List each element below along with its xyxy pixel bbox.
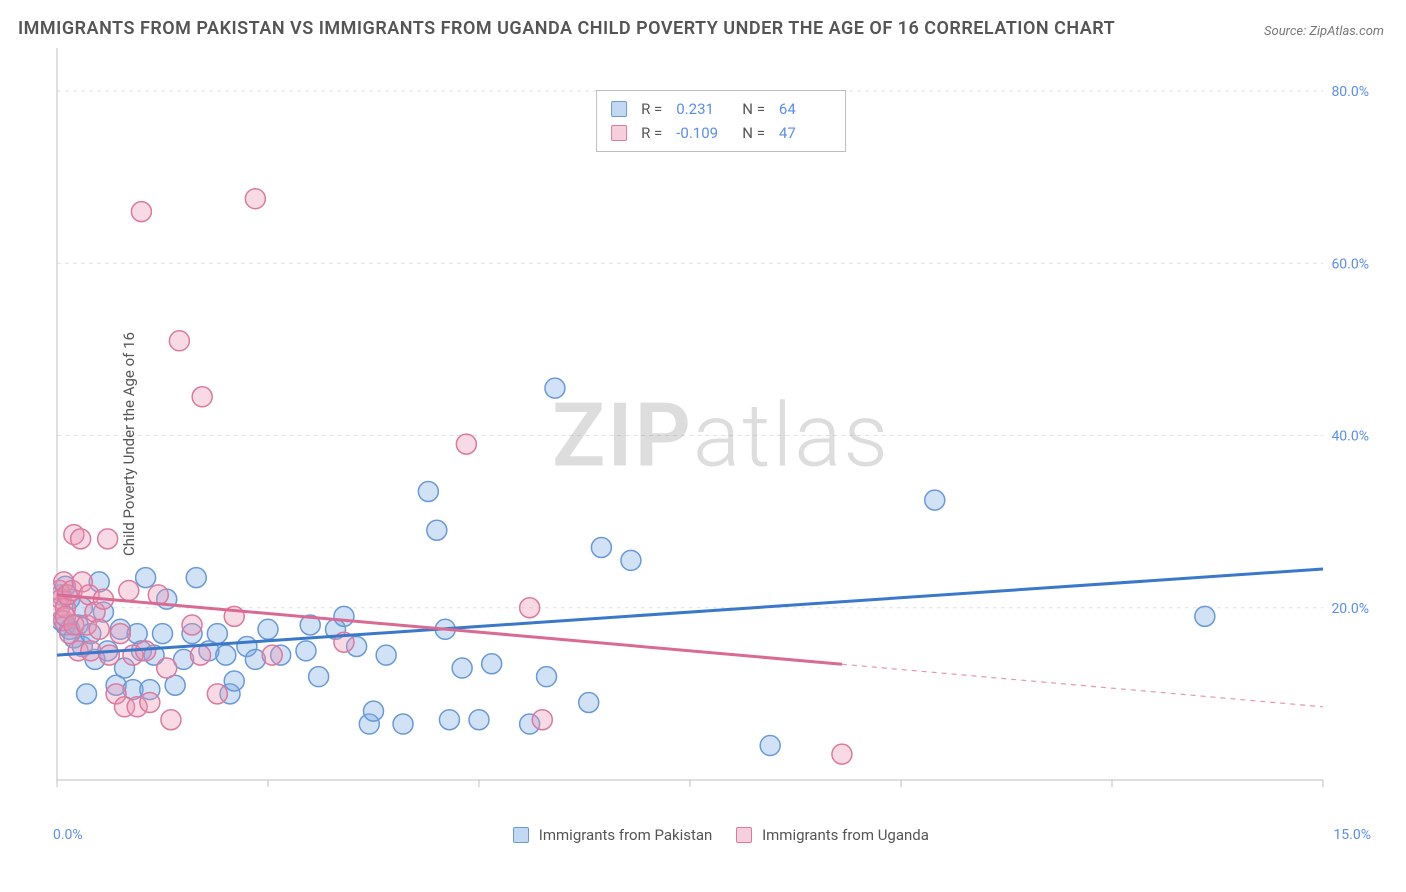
chart-container: Child Poverty Under the Age of 16 20.0% 4… bbox=[53, 44, 1389, 844]
n-value-uganda: 47 bbox=[779, 121, 831, 145]
swatch-uganda bbox=[611, 125, 627, 141]
swatch-pakistan bbox=[611, 101, 627, 117]
r-label: R = bbox=[641, 97, 662, 121]
y-axis-label: Child Poverty Under the Age of 16 bbox=[120, 332, 138, 556]
n-value-pakistan: 64 bbox=[779, 97, 831, 121]
r-value-pakistan: 0.231 bbox=[676, 97, 728, 121]
legend-item-pakistan: Immigrants from Pakistan bbox=[513, 826, 712, 844]
x-axis-max-label: 15.0% bbox=[1333, 827, 1371, 843]
svg-text:20.0%: 20.0% bbox=[1331, 601, 1369, 617]
svg-text:40.0%: 40.0% bbox=[1331, 429, 1369, 445]
source-attribution: Source: ZipAtlas.com bbox=[1264, 24, 1384, 39]
stats-row-uganda: R = -0.109 N = 47 bbox=[611, 121, 831, 145]
legend-item-uganda: Immigrants from Uganda bbox=[736, 826, 929, 844]
swatch-uganda bbox=[736, 827, 752, 843]
svg-text:60.0%: 60.0% bbox=[1331, 256, 1369, 272]
stats-row-pakistan: R = 0.231 N = 64 bbox=[611, 97, 831, 121]
svg-text:80.0%: 80.0% bbox=[1331, 84, 1369, 100]
stats-legend-box: R = 0.231 N = 64 R = -0.109 N = 47 bbox=[596, 90, 846, 152]
r-value-uganda: -0.109 bbox=[676, 121, 728, 145]
legend-bottom: 0.0% Immigrants from Pakistan Immigrants… bbox=[53, 826, 1389, 844]
r-label: R = bbox=[641, 121, 662, 145]
n-label: N = bbox=[742, 121, 765, 145]
scatter-plot-svg: 20.0% 40.0% 60.0% 80.0% bbox=[53, 44, 1383, 802]
n-label: N = bbox=[742, 97, 765, 121]
chart-title: IMMIGRANTS FROM PAKISTAN VS IMMIGRANTS F… bbox=[18, 18, 1115, 39]
x-axis-min-label: 0.0% bbox=[53, 827, 83, 843]
swatch-pakistan bbox=[513, 827, 529, 843]
